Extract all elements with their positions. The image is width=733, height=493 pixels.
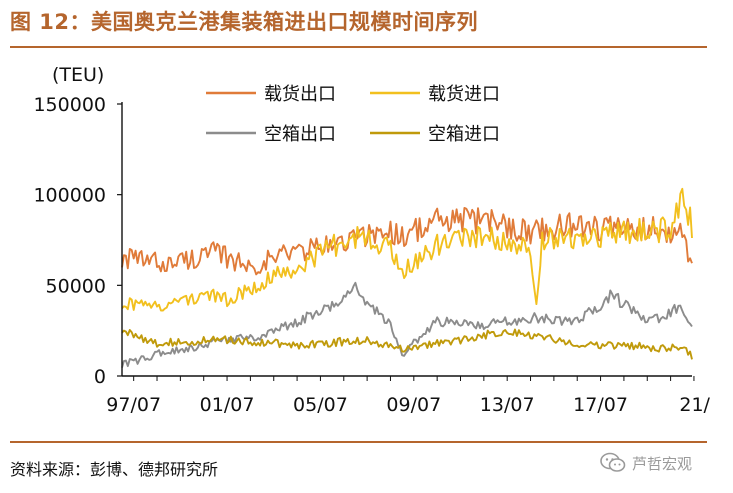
y-tick-label-2: 100000 <box>33 185 106 207</box>
legend-label-4: 空箱进口 <box>428 124 500 145</box>
legend-label-1: 载货出口 <box>264 84 336 105</box>
source-note: 资料来源：彭博、德邦研究所 <box>10 460 219 479</box>
series-line-4 <box>121 328 693 360</box>
x-tick-label-1: 01/07 <box>200 394 255 416</box>
x-tick-label-3: 09/07 <box>386 394 441 416</box>
series-layer <box>121 187 693 368</box>
legend-label-3: 空箱出口 <box>264 124 336 145</box>
watermark-text: 芦哲宏观 <box>632 454 693 473</box>
x-tick-label-5: 17/07 <box>573 394 628 416</box>
y-tick-label-3: 150000 <box>33 94 106 116</box>
series-line-1 <box>121 206 693 276</box>
x-tick-label-0: 97/07 <box>106 394 161 416</box>
axes-layer: 0 50000 100000 150000 97/07 01/07 05/07 09/07 13… <box>33 94 710 416</box>
wechat-icon <box>600 452 626 472</box>
x-tick-label-2: 05/07 <box>293 394 348 416</box>
y-tick-label-1: 50000 <box>46 275 106 297</box>
legend-label-2: 载货进口 <box>428 84 500 105</box>
y-tick-label-0: 0 <box>94 366 106 388</box>
x-tick-label-6: 21/ <box>679 394 710 416</box>
y-unit-label: (TEU) <box>52 64 105 86</box>
line-chart: 0 50000 100000 150000 97/07 01/07 05/07 09/07 13… <box>33 84 710 416</box>
series-line-2 <box>121 187 693 312</box>
top-rule <box>10 46 707 48</box>
figure-title: 图 12：美国奥克兰港集装箱进出口规模时间序列 <box>10 10 479 34</box>
bottom-rule <box>10 441 707 443</box>
x-tick-label-4: 13/07 <box>480 394 535 416</box>
watermark: 芦哲宏观 <box>600 452 692 474</box>
